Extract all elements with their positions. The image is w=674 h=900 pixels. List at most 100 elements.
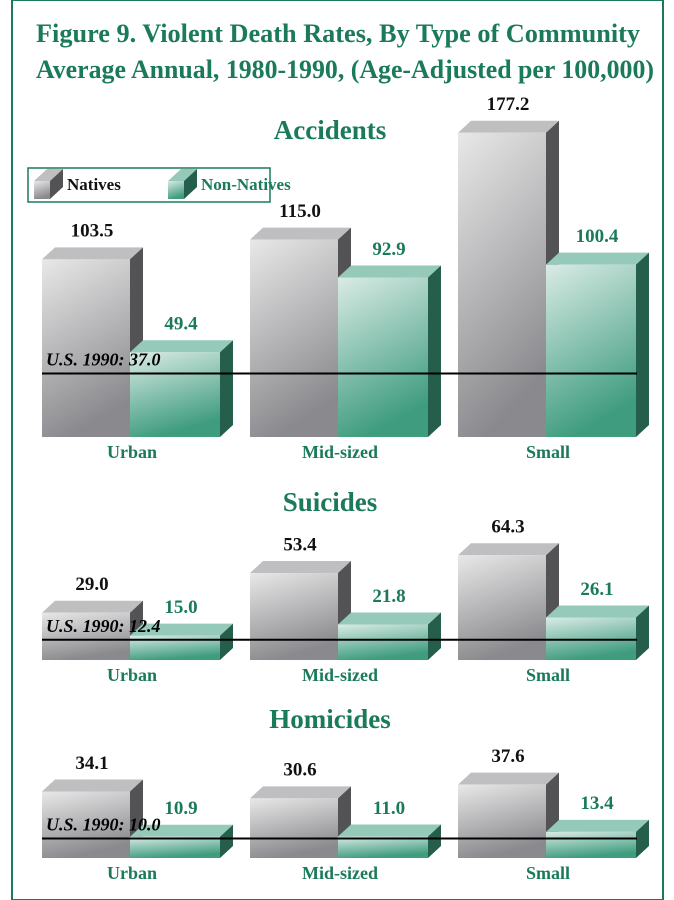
bar-top (250, 561, 351, 574)
bar-side (50, 169, 63, 199)
value-label: 26.1 (580, 579, 613, 600)
value-label: 34.1 (75, 753, 108, 774)
bar-side (428, 265, 441, 437)
bar-front (250, 573, 338, 660)
bar (42, 779, 143, 858)
chart-title: Homicides (269, 704, 391, 734)
frame (11, 0, 664, 900)
value-label: 177.2 (487, 94, 530, 115)
bar-top (34, 169, 63, 181)
x-tick-label: Mid-sized (302, 863, 378, 883)
bar-front (34, 181, 50, 199)
value-label: 64.3 (491, 517, 524, 538)
legend-label: Natives (67, 175, 121, 194)
bar (458, 772, 559, 858)
bar-front (546, 617, 636, 660)
bar-top (458, 772, 559, 785)
value-label: 92.9 (372, 239, 405, 260)
legend-box (27, 167, 271, 203)
value-label: 10.9 (164, 798, 197, 819)
bar-top (338, 824, 441, 837)
bar-front (130, 836, 220, 858)
bar-front (546, 264, 636, 437)
x-tick-label: Urban (107, 442, 157, 462)
bar-top (42, 247, 143, 260)
chart-title: Suicides (283, 487, 378, 517)
bar-front (338, 836, 428, 858)
bar-side (184, 169, 197, 199)
bar (130, 824, 233, 858)
bar-top (168, 169, 197, 181)
bar-front (338, 277, 428, 437)
bar-top (338, 612, 441, 625)
reference-label: U.S. 1990: 37.0 (46, 350, 161, 370)
bar-top (546, 819, 649, 832)
value-label: 103.5 (71, 221, 114, 242)
bar-front (42, 791, 130, 858)
bar-top (250, 786, 351, 799)
value-label: 15.0 (164, 597, 197, 618)
value-label: 13.4 (580, 793, 614, 814)
bar-top (130, 623, 233, 636)
legend: Natives Non-Natives (27, 167, 291, 203)
bar (546, 819, 649, 858)
x-tick-label: Small (526, 665, 570, 685)
bar-side (636, 819, 649, 858)
bar-front (42, 259, 130, 437)
figure-subtitle: Average Annual, 1980-1990, (Age-Adjusted… (36, 55, 654, 84)
bar-top (338, 265, 441, 278)
bar (338, 824, 441, 858)
value-label: 30.6 (283, 760, 316, 781)
reference-label: U.S. 1990: 10.0 (46, 815, 161, 835)
bar (458, 120, 559, 437)
bar-side (220, 623, 233, 660)
value-label: 21.8 (372, 586, 405, 607)
bar (546, 605, 649, 660)
bar-front (250, 239, 338, 437)
bar (546, 252, 649, 437)
bar-side (220, 824, 233, 858)
bar-top (42, 600, 143, 613)
bar-side (428, 824, 441, 858)
value-label: 100.4 (576, 226, 619, 247)
bar (42, 247, 143, 437)
chart-title: Accidents (274, 115, 386, 145)
x-tick-label: Urban (107, 863, 157, 883)
x-tick-label: Small (526, 442, 570, 462)
value-label: 29.0 (75, 574, 108, 595)
bar-front (42, 612, 130, 660)
x-tick-label: Urban (107, 665, 157, 685)
bar-top (458, 543, 559, 556)
bar-top (130, 340, 233, 353)
bar-front (168, 181, 184, 199)
legend-swatch (34, 169, 63, 199)
x-tick-label: Mid-sized (302, 665, 378, 685)
x-tick-label: Small (526, 863, 570, 883)
bar-side (428, 612, 441, 660)
bar-front (250, 798, 338, 858)
bar-side (636, 605, 649, 660)
value-label: 37.6 (491, 746, 524, 767)
bar-top (42, 779, 143, 792)
reference-label: U.S. 1990: 12.4 (46, 616, 161, 636)
value-label: 53.4 (283, 534, 317, 555)
figure-title: Figure 9. Violent Death Rates, By Type o… (36, 19, 640, 48)
bar-top (458, 120, 559, 133)
bar-front (458, 555, 546, 660)
bar-side (220, 340, 233, 437)
bar (250, 561, 351, 660)
bar-front (458, 784, 546, 858)
bar-front (338, 624, 428, 660)
bar-top (250, 227, 351, 240)
bar-top (546, 252, 649, 265)
bar (250, 786, 351, 858)
bar (250, 227, 351, 437)
legend-swatch (168, 169, 197, 199)
bar-top (130, 824, 233, 837)
bar-front (130, 352, 220, 437)
bar-top (546, 605, 649, 618)
value-label: 115.0 (279, 201, 321, 222)
bar (42, 600, 143, 660)
x-tick-label: Mid-sized (302, 442, 378, 462)
